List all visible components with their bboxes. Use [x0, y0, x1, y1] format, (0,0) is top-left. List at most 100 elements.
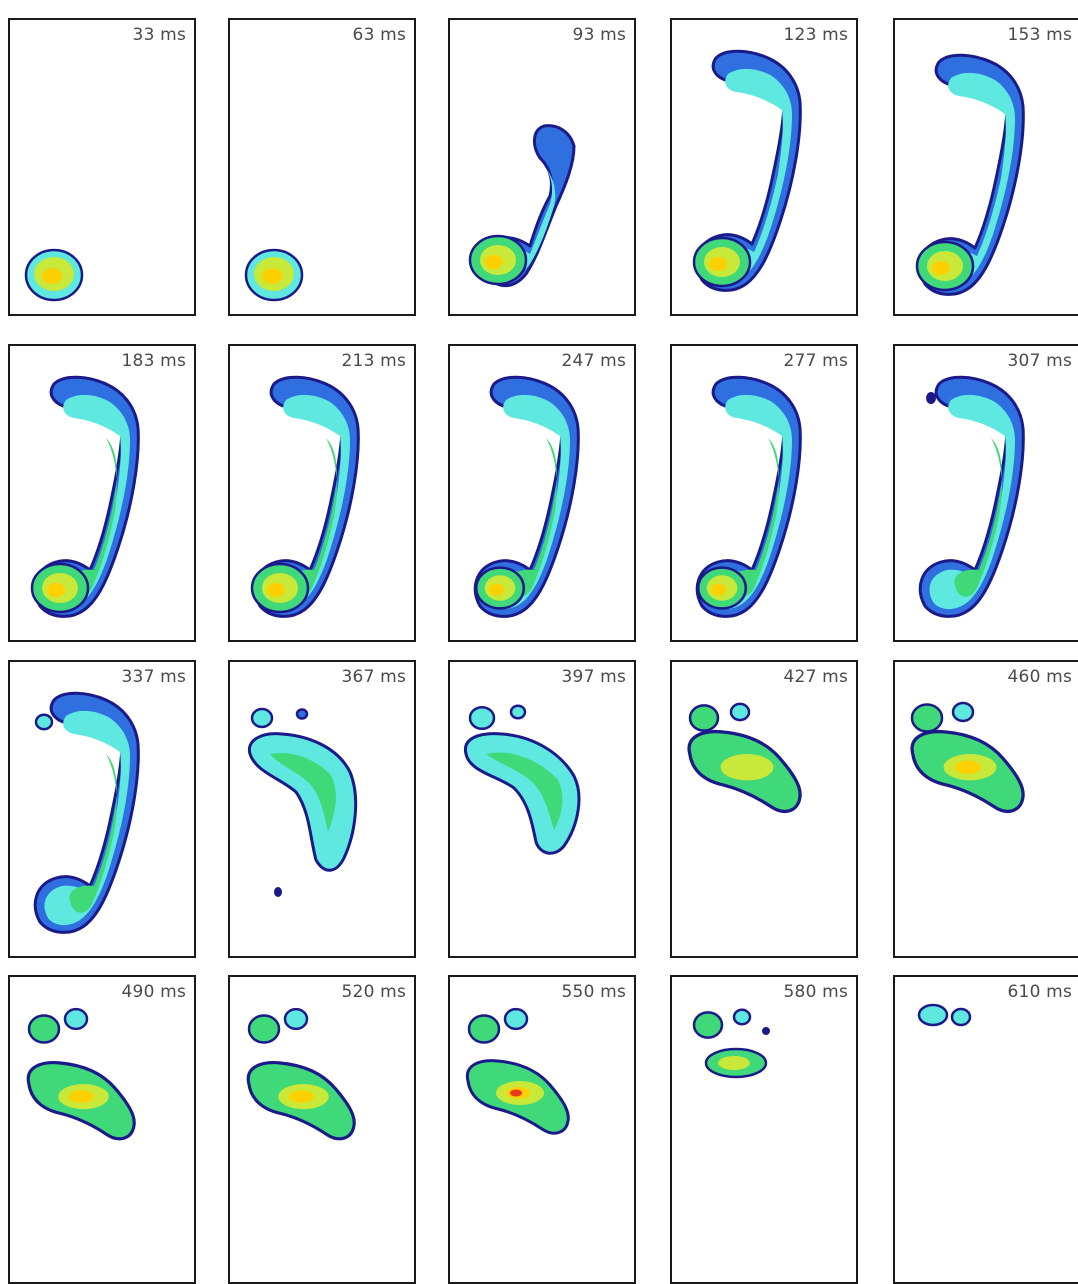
toe-contact-small — [283, 1007, 309, 1031]
frame-time-label: 183 ms — [121, 351, 186, 371]
frame-time-label: 337 ms — [121, 667, 186, 687]
pressure-map — [24, 248, 84, 302]
frame-time-label: 610 ms — [1007, 982, 1072, 1002]
midfoot-pressure — [270, 752, 336, 832]
forefoot-pressure-high — [288, 1090, 314, 1103]
frame-time-label: 520 ms — [341, 982, 406, 1002]
toe-contact-small — [63, 1007, 89, 1031]
stray-contact — [274, 887, 282, 897]
pressure-frame: 183 ms — [8, 344, 196, 642]
pressure-map — [915, 53, 1025, 296]
toe-contact-big — [688, 704, 720, 732]
footprint-shape — [250, 375, 360, 618]
forefoot-shape — [26, 1061, 136, 1141]
forefoot-shape — [465, 1059, 570, 1135]
toe-contact-small — [950, 1007, 972, 1027]
toe-contact-big — [250, 707, 274, 729]
pressure-frame: 93 ms — [448, 18, 636, 316]
pressure-map — [918, 375, 1025, 618]
pressure-frame: 213 ms — [228, 344, 416, 642]
toe-contact-big — [34, 713, 54, 731]
frame-time-label: 153 ms — [1007, 25, 1072, 45]
toe-contact-big — [910, 703, 944, 733]
forefoot-shape — [246, 1061, 356, 1141]
frame-time-label: 460 ms — [1007, 667, 1072, 687]
heel-pressure-peak — [267, 583, 285, 597]
pressure-map — [26, 1007, 136, 1141]
toe-contact-small — [926, 392, 936, 404]
foot-outline — [918, 53, 1025, 296]
footprint-shape — [695, 375, 802, 618]
footprint-shape — [918, 375, 1025, 618]
footprint-shape — [33, 691, 140, 934]
frame-time-label: 490 ms — [121, 982, 186, 1002]
frame-time-label: 397 ms — [561, 667, 626, 687]
pressure-map — [473, 375, 580, 618]
pressure-frame: 367 ms — [228, 660, 416, 958]
frame-time-label: 580 ms — [783, 982, 848, 1002]
frame-time-label: 367 ms — [341, 667, 406, 687]
footprint-shape — [473, 375, 580, 618]
pressure-frame: 460 ms — [893, 660, 1078, 958]
heel-pressure-peak — [710, 583, 727, 596]
toe-contact-small — [729, 702, 751, 722]
frame-time-label: 33 ms — [132, 25, 186, 45]
midfoot-outline — [247, 732, 358, 872]
forefoot-pressure-high — [954, 760, 981, 774]
frame-time-label: 93 ms — [572, 25, 626, 45]
heel-pressure-peak — [932, 261, 950, 275]
toe-contact-big — [692, 1011, 724, 1039]
toe-contact-small — [295, 708, 309, 720]
frame-time-label: 427 ms — [783, 667, 848, 687]
forefoot-pressure-high — [68, 1090, 94, 1103]
foot-midzone — [929, 394, 1015, 610]
heel-pressure-peak — [485, 255, 503, 269]
heel-contact-peak — [42, 268, 62, 284]
pressure-map — [468, 124, 576, 287]
toe-contact-big — [27, 1014, 61, 1044]
toe-contact-big — [468, 705, 496, 731]
pressure-map — [250, 375, 360, 618]
pressure-map — [910, 701, 1025, 814]
forefoot-pressure-core — [718, 1056, 750, 1070]
forefoot-shape — [687, 729, 802, 814]
footprint-shape — [692, 49, 802, 292]
foot-arch-pressure — [954, 438, 1002, 597]
heel-pressure-peak — [488, 583, 505, 596]
pressure-map — [247, 707, 358, 897]
toe-contact-small — [732, 1008, 752, 1026]
pressure-frame: 550 ms — [448, 975, 636, 1284]
frame-time-label: 277 ms — [783, 351, 848, 371]
pressure-map — [695, 375, 802, 618]
forefoot-pressure-peak — [510, 1089, 522, 1097]
frame-time-label: 63 ms — [352, 25, 406, 45]
pressure-map — [917, 1003, 972, 1027]
pressure-frame: 63 ms — [228, 18, 416, 316]
toe-contact-small — [509, 704, 527, 720]
pressure-frame: 580 ms — [670, 975, 858, 1284]
frame-time-label: 307 ms — [1007, 351, 1072, 371]
pressure-frame: 427 ms — [670, 660, 858, 958]
forefoot-pressure-core — [720, 754, 774, 781]
pressure-map — [692, 49, 802, 292]
stray-contact — [762, 1027, 770, 1035]
pressure-map — [33, 691, 140, 934]
pressure-map — [687, 702, 802, 814]
pressure-map — [692, 1008, 770, 1079]
heel-pressure-peak — [47, 583, 65, 597]
footprint-shape — [30, 375, 140, 618]
toe-contact-small — [503, 1007, 529, 1031]
frame-time-label: 247 ms — [561, 351, 626, 371]
pressure-frame: 397 ms — [448, 660, 636, 958]
midfoot-pressure — [486, 752, 563, 830]
forefoot-shape — [910, 729, 1025, 814]
toe-contact-big — [467, 1014, 501, 1044]
frame-time-label: 213 ms — [341, 351, 406, 371]
pressure-frame: 520 ms — [228, 975, 416, 1284]
pressure-map — [244, 248, 304, 302]
pressure-frame: 33 ms — [8, 18, 196, 316]
pressure-frame: 610 ms — [893, 975, 1078, 1284]
pressure-frame: 153 ms — [893, 18, 1078, 316]
pressure-frame: 247 ms — [448, 344, 636, 642]
pressure-map — [30, 375, 140, 618]
